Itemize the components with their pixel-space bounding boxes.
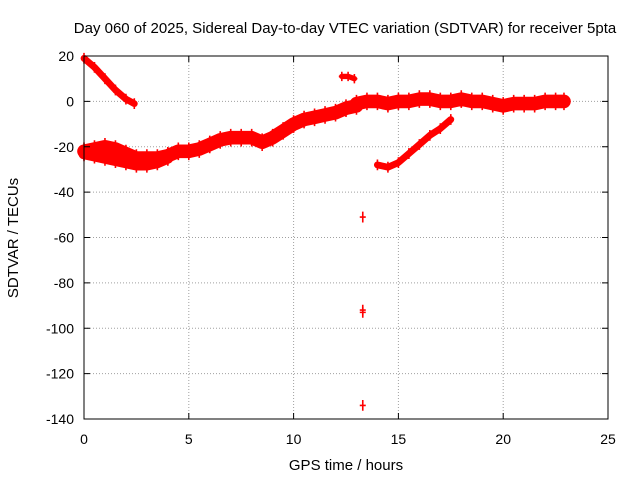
data-point: [332, 103, 339, 122]
series-isolated-arc: [338, 71, 358, 84]
x-tick-label: 10: [286, 431, 302, 447]
y-tick-label: 0: [66, 93, 74, 109]
data-point: [217, 131, 224, 149]
data-point: [531, 94, 538, 113]
data-point: [468, 92, 475, 111]
series-outliers: [359, 211, 366, 411]
tick-labels: 0 5 10 15 20 25 20 0 -20 -40 -60 -80 -100 -120 -140: [46, 48, 616, 447]
data-point: [395, 92, 402, 111]
data-point: [185, 142, 192, 161]
data-point: [248, 128, 255, 147]
x-tick-label: 0: [80, 431, 88, 447]
data-point: [196, 140, 203, 158]
data-point: [384, 94, 391, 113]
data-point: [437, 92, 444, 111]
data-point: [122, 154, 129, 171]
data-point: [560, 92, 567, 111]
data-point: [458, 90, 465, 108]
data-point: [154, 154, 161, 171]
chart-title: Day 060 of 2025, Sidereal Day-to-day VTE…: [74, 20, 617, 37]
data-series: [77, 52, 571, 411]
data-point: [521, 94, 528, 113]
data-point: [143, 157, 150, 173]
series-early-descending: [80, 52, 138, 110]
data-point: [447, 114, 454, 125]
y-tick-label: 20: [58, 48, 74, 64]
data-point: [290, 115, 297, 133]
data-point: [426, 90, 433, 108]
data-point: [510, 94, 517, 113]
data-point: [269, 128, 276, 147]
data-point: [112, 152, 119, 169]
data-point: [91, 148, 98, 164]
data-point: [351, 73, 358, 84]
data-point: [238, 128, 245, 147]
data-point: [227, 128, 234, 147]
data-point: [437, 123, 444, 135]
data-point: [405, 92, 412, 111]
y-tick-label: -120: [46, 366, 74, 382]
data-point: [101, 73, 108, 85]
x-axis-label: GPS time / hours: [289, 457, 403, 474]
data-point: [363, 92, 370, 111]
data-point: [542, 92, 549, 111]
data-point: [416, 139, 423, 150]
data-point: [343, 99, 349, 117]
data-point: [353, 94, 360, 113]
x-tick-label: 5: [185, 431, 193, 447]
data-point: [338, 71, 345, 82]
data-point: [447, 92, 454, 111]
data-point: [479, 92, 486, 111]
data-point: [301, 110, 308, 129]
y-tick-label: -100: [46, 320, 74, 336]
data-point: [374, 159, 381, 171]
data-point: [395, 157, 402, 169]
grid-lines: [84, 56, 608, 419]
series-late-trace: [349, 90, 571, 115]
axis-ticks: [83, 55, 609, 420]
series-band: [80, 54, 138, 107]
data-point: [112, 84, 119, 96]
data-point: [322, 106, 329, 124]
y-tick-label: -40: [54, 184, 74, 200]
data-point: [345, 71, 352, 82]
data-point: [175, 142, 182, 161]
data-point: [552, 92, 559, 111]
data-point: [384, 161, 391, 173]
series-recovery-arc: [374, 114, 455, 173]
y-tick-label: -20: [54, 139, 74, 155]
data-point: [91, 61, 98, 73]
data-point: [405, 148, 412, 159]
data-point: [359, 399, 366, 411]
y-tick-label: -60: [54, 230, 74, 246]
data-point: [311, 108, 318, 127]
data-point: [359, 306, 366, 318]
x-tick-label: 15: [391, 431, 407, 447]
data-point: [206, 135, 213, 154]
data-point: [416, 90, 423, 108]
x-tick-label: 20: [495, 431, 511, 447]
data-point: [426, 130, 433, 141]
x-tick-label: 25: [600, 431, 616, 447]
data-point: [131, 98, 138, 110]
data-point: [374, 92, 381, 111]
data-point: [259, 133, 266, 152]
data-point: [489, 94, 496, 113]
data-point: [101, 150, 108, 166]
y-axis-label: SDTVAR / TECUs: [5, 178, 22, 298]
data-point: [359, 211, 366, 223]
data-point: [280, 122, 287, 140]
data-point: [122, 93, 129, 105]
data-point: [133, 157, 140, 173]
data-point: [500, 97, 507, 115]
y-tick-label: -80: [54, 275, 74, 291]
data-point: [164, 150, 171, 166]
y-tick-label: -140: [46, 411, 74, 427]
